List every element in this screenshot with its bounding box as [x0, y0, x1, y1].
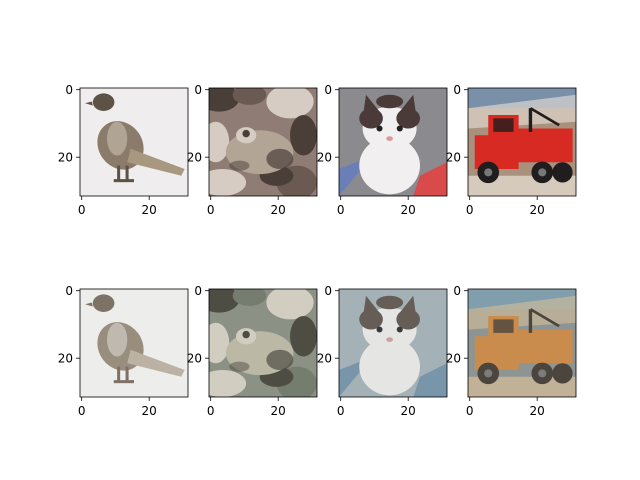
cat-image [339, 289, 447, 397]
cat-image [339, 88, 447, 196]
y-tick-label: 20 [446, 351, 461, 365]
image-panel-original-frog: 0 20 0 20 [187, 83, 318, 217]
truck-image [468, 88, 576, 196]
y-tick-label: 0 [324, 83, 332, 97]
y-tick-label: 0 [194, 284, 202, 298]
x-tick-label: 20 [401, 404, 416, 418]
axes-frame [208, 87, 318, 197]
x-tick-label: 20 [401, 203, 416, 217]
y-tick-label: 0 [453, 83, 461, 97]
y-tick-label: 20 [446, 150, 461, 164]
x-tick-label: 20 [142, 203, 157, 217]
y-tick-label: 20 [187, 150, 202, 164]
y-tick-label: 20 [187, 351, 202, 365]
x-tick-label: 0 [337, 203, 345, 217]
y-tick-label: 0 [65, 83, 73, 97]
y-tick-label: 20 [58, 150, 73, 164]
image-panel-original-truck: 0 20 0 20 [446, 83, 577, 217]
axes-frame [467, 288, 577, 398]
y-tick-label: 20 [58, 351, 73, 365]
y-tick-label: 0 [324, 284, 332, 298]
x-tick-label: 0 [207, 404, 215, 418]
image-panel-reconstruction-bird: 0 20 0 20 [58, 284, 189, 418]
x-tick-label: 20 [271, 203, 286, 217]
image-panel-reconstruction-frog: 0 20 0 20 [187, 284, 318, 418]
x-tick-label: 0 [466, 404, 474, 418]
bird-image [80, 88, 188, 196]
axes-frame [467, 87, 577, 197]
axes-frame [338, 87, 448, 197]
axes-frame [338, 288, 448, 398]
axes-frame [79, 288, 189, 398]
x-tick-label: 0 [78, 203, 86, 217]
y-tick-label: 0 [194, 83, 202, 97]
bird-image [80, 289, 188, 397]
y-tick-label: 0 [65, 284, 73, 298]
frog-image [209, 289, 317, 397]
x-tick-label: 20 [271, 404, 286, 418]
image-panel-original-bird: 0 20 0 20 [58, 83, 189, 217]
axes-frame [208, 288, 318, 398]
image-panel-original-cat: 0 20 0 20 [317, 83, 448, 217]
y-tick-label: 0 [453, 284, 461, 298]
x-tick-label: 20 [142, 404, 157, 418]
x-tick-label: 0 [78, 404, 86, 418]
image-panel-reconstruction-cat: 0 20 0 20 [317, 284, 448, 418]
y-tick-label: 20 [317, 351, 332, 365]
axes-frame [79, 87, 189, 197]
x-tick-label: 20 [530, 203, 545, 217]
x-tick-label: 20 [530, 404, 545, 418]
x-tick-label: 0 [337, 404, 345, 418]
truck-image [468, 289, 576, 397]
x-tick-label: 0 [466, 203, 474, 217]
y-tick-label: 20 [317, 150, 332, 164]
x-tick-label: 0 [207, 203, 215, 217]
frog-image [209, 88, 317, 196]
image-panel-reconstruction-truck: 0 20 0 20 [446, 284, 577, 418]
